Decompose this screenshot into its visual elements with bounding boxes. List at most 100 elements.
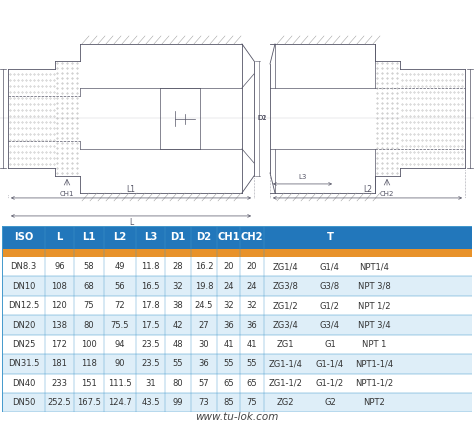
Text: L3: L3 [144, 233, 157, 242]
Text: 72: 72 [114, 301, 125, 310]
Text: 55: 55 [223, 360, 234, 368]
Text: ZG2: ZG2 [277, 398, 294, 407]
Text: 49: 49 [114, 262, 125, 271]
Text: 138: 138 [51, 321, 67, 330]
Text: 23.5: 23.5 [141, 340, 160, 349]
Text: 17.8: 17.8 [141, 301, 160, 310]
Text: www.tu-lok.com: www.tu-lok.com [195, 412, 279, 422]
Text: 57: 57 [199, 379, 209, 388]
Text: DN20: DN20 [12, 321, 35, 330]
Text: 118: 118 [81, 360, 97, 368]
Text: DN8.3: DN8.3 [10, 262, 36, 271]
Text: 80: 80 [173, 379, 183, 388]
Text: 42: 42 [173, 321, 183, 330]
Text: DN50: DN50 [12, 398, 35, 407]
Text: 100: 100 [81, 340, 97, 349]
Text: 20: 20 [223, 262, 234, 271]
Text: 68: 68 [83, 282, 94, 291]
Text: DN12.5: DN12.5 [8, 301, 39, 310]
Text: 80: 80 [83, 321, 94, 330]
Bar [2, 374, 472, 393]
Text: DN25: DN25 [12, 340, 35, 349]
Text: 41: 41 [223, 340, 234, 349]
Text: 181: 181 [52, 360, 67, 368]
Text: 36: 36 [199, 360, 210, 368]
Text: NPT2: NPT2 [364, 398, 385, 407]
Text: 167.5: 167.5 [77, 398, 101, 407]
Text: 17.5: 17.5 [141, 321, 160, 330]
Text: 43.5: 43.5 [141, 398, 160, 407]
Text: ZG1-1/4: ZG1-1/4 [269, 360, 303, 368]
Text: 75: 75 [83, 301, 94, 310]
Text: 99: 99 [173, 398, 183, 407]
Text: D2: D2 [257, 115, 267, 121]
Bar [2, 393, 472, 412]
Text: D2: D2 [196, 233, 211, 242]
Text: 65: 65 [223, 379, 234, 388]
Text: NPT 3/8: NPT 3/8 [358, 282, 391, 291]
Text: 55: 55 [173, 360, 183, 368]
Text: ZG1/4: ZG1/4 [273, 262, 299, 271]
Text: G1-1/4: G1-1/4 [316, 360, 344, 368]
Text: 75.5: 75.5 [110, 321, 129, 330]
Text: D1: D1 [257, 115, 267, 121]
Text: ISO: ISO [14, 233, 33, 242]
Text: 31: 31 [145, 379, 156, 388]
Text: 28: 28 [173, 262, 183, 271]
Text: 58: 58 [83, 262, 94, 271]
Text: DN40: DN40 [12, 379, 35, 388]
Bar [2, 277, 472, 296]
Text: G1: G1 [324, 340, 336, 349]
Text: 233: 233 [51, 379, 67, 388]
Text: 252.5: 252.5 [47, 398, 71, 407]
Text: 111.5: 111.5 [108, 379, 131, 388]
Text: L3: L3 [298, 174, 307, 180]
Text: 55: 55 [247, 360, 257, 368]
Text: L: L [56, 233, 63, 242]
Text: L1: L1 [127, 185, 136, 194]
Text: 30: 30 [199, 340, 209, 349]
Text: G1/4: G1/4 [320, 262, 340, 271]
Text: 151: 151 [81, 379, 97, 388]
Text: DN31.5: DN31.5 [8, 360, 39, 368]
Text: CH1: CH1 [217, 233, 240, 242]
Text: ZG3/4: ZG3/4 [273, 321, 299, 330]
Text: 65: 65 [246, 379, 257, 388]
Text: L2: L2 [363, 185, 372, 194]
Text: 120: 120 [52, 301, 67, 310]
Text: L1: L1 [82, 233, 96, 242]
Text: 73: 73 [199, 398, 210, 407]
Text: 36: 36 [246, 321, 257, 330]
Bar [2, 296, 472, 315]
Text: 56: 56 [114, 282, 125, 291]
Text: 85: 85 [223, 398, 234, 407]
Text: G3/4: G3/4 [320, 321, 340, 330]
Text: 16.2: 16.2 [195, 262, 213, 271]
Text: 48: 48 [173, 340, 183, 349]
Text: 32: 32 [173, 282, 183, 291]
Text: ZG1: ZG1 [277, 340, 294, 349]
Text: CH1: CH1 [60, 191, 74, 197]
Text: L2: L2 [113, 233, 126, 242]
Text: NPT1-1/2: NPT1-1/2 [355, 379, 393, 388]
Text: NPT1-1/4: NPT1-1/4 [355, 360, 393, 368]
Text: DN10: DN10 [12, 282, 35, 291]
Text: ZG3/8: ZG3/8 [273, 282, 299, 291]
Text: 124.7: 124.7 [108, 398, 132, 407]
Bar [2, 354, 472, 374]
Text: 24.5: 24.5 [195, 301, 213, 310]
Bar [2, 315, 472, 335]
Text: 90: 90 [114, 360, 125, 368]
Text: 16.5: 16.5 [141, 282, 160, 291]
Text: G2: G2 [324, 398, 336, 407]
Bar [2, 249, 472, 257]
Text: NPT 1: NPT 1 [362, 340, 386, 349]
Text: 36: 36 [223, 321, 234, 330]
Text: 24: 24 [223, 282, 234, 291]
Text: CH2: CH2 [380, 191, 394, 197]
Text: 23.5: 23.5 [141, 360, 160, 368]
Text: NPT 3/4: NPT 3/4 [358, 321, 391, 330]
Text: ZG1/2: ZG1/2 [273, 301, 299, 310]
Text: 27: 27 [199, 321, 209, 330]
Text: 94: 94 [114, 340, 125, 349]
